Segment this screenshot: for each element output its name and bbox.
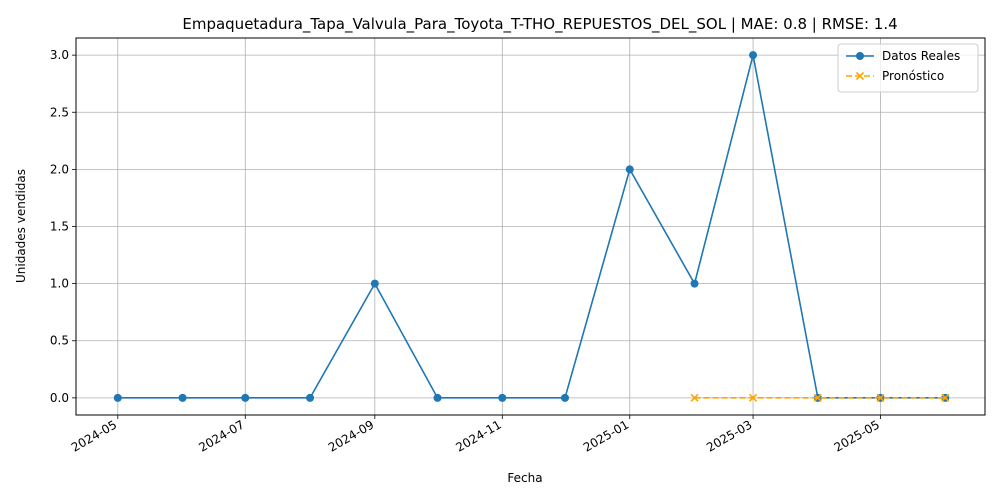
data-point-1 <box>625 165 634 174</box>
forecast-point <box>748 393 758 402</box>
y-tick-label: 0.0 <box>50 391 69 405</box>
legend-marker <box>855 71 865 81</box>
x-axis-label: Fecha <box>507 471 542 485</box>
y-axis-label: Unidades vendidas <box>14 169 28 283</box>
legend-marker <box>856 52 864 60</box>
y-tick-label: 0.5 <box>50 334 69 348</box>
data-point-1 <box>433 393 442 402</box>
data-point-1 <box>560 393 569 402</box>
forecast-point <box>876 393 885 402</box>
forecast-point <box>690 393 699 402</box>
legend-label: Datos Reales <box>882 49 960 63</box>
data-point-1 <box>241 393 250 402</box>
data-point-1 <box>749 51 758 60</box>
series-layer <box>113 51 950 402</box>
forecast-point <box>941 393 950 402</box>
data-point-1 <box>306 393 315 402</box>
y-tick-label: 2.5 <box>50 105 69 119</box>
y-tick-label: 1.0 <box>50 277 69 291</box>
data-point-1 <box>498 393 507 402</box>
legend-label: Pronóstico <box>882 69 944 83</box>
chart-title: Empaquetadura_Tapa_Valvula_Para_Toyota_T… <box>182 15 897 34</box>
y-tick-label: 2.0 <box>50 162 69 176</box>
y-tick-label: 1.5 <box>50 220 69 234</box>
data-point-1 <box>113 393 122 402</box>
series-line-1 <box>117 54 946 399</box>
data-point-1 <box>178 393 187 402</box>
data-point-1 <box>690 279 699 288</box>
legend: Datos Reales Pronóstico <box>837 43 979 93</box>
y-tick-label: 3.0 <box>50 48 69 62</box>
data-point-1 <box>370 279 379 288</box>
forecast-point <box>813 393 822 402</box>
